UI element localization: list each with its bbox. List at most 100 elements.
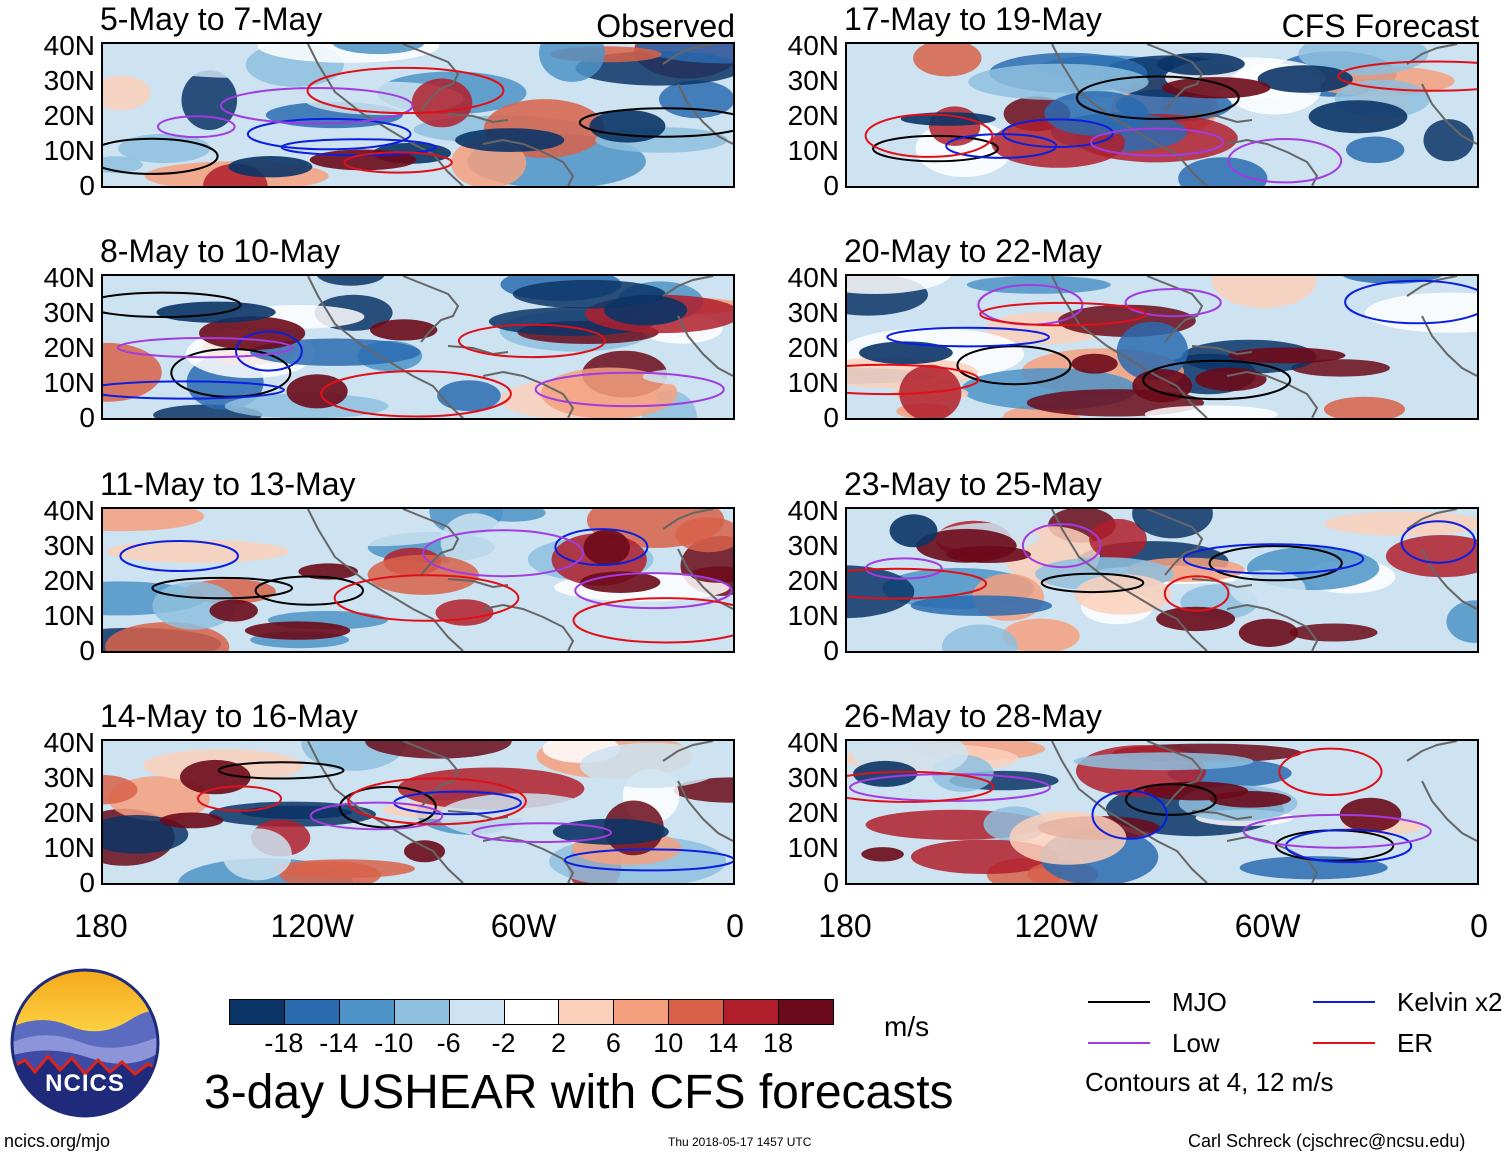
colorbar-swatch [558,999,615,1025]
contour-line [309,801,444,831]
colorbar-label: -2 [491,1028,516,1058]
panel-title: 11-May to 13-May [100,466,356,502]
lat-label: 40N [43,727,95,758]
contour-line [217,761,345,780]
lat-label: 30N [787,297,839,328]
lat-label: 10N [787,135,839,166]
colorbar-label: -10 [374,1028,414,1058]
lat-label: 0 [79,402,95,433]
contour-line [343,151,453,174]
colorbar-label: 14 [708,1028,739,1058]
contour-line [119,540,239,572]
lat-label: 30N [43,762,95,793]
colorbar-swatch [338,999,395,1025]
lat-label: 30N [787,65,839,96]
shear-map[interactable] [101,42,735,188]
contour-line [1075,75,1240,120]
shear-map[interactable] [101,507,735,653]
legend-label: ER [1397,1028,1434,1058]
legend-note: Contours at 4, 12 m/s [1085,1067,1334,1097]
contour-line [347,777,527,826]
footer-url[interactable]: ncics.org/mjo [4,1131,111,1151]
legend-line [1313,1001,1375,1003]
lat-label: 40N [787,727,839,758]
contour-line [197,785,282,812]
panel-title: 26-May to 28-May [844,698,1102,734]
contour-line [1091,790,1168,840]
shear-field [847,741,1477,883]
contour-line [333,574,520,622]
lat-label: 10N [43,367,95,398]
lat-label: 40N [43,30,95,61]
contour-line [1001,118,1114,148]
ncics-logo[interactable]: NCICS [10,968,160,1118]
lat-label: 10N [43,832,95,863]
lat-label: 0 [823,867,839,898]
footer-timestamp: Thu 2018-05-17 1457 UTC [668,1135,812,1149]
lat-label: 20N [43,100,95,131]
colorbar-label: -6 [436,1028,461,1058]
contour-line [572,597,733,644]
contour-line [1337,60,1477,92]
lat-label: 30N [43,65,95,96]
contour-line [1242,813,1432,849]
contour-line [471,822,613,843]
shear-map[interactable] [845,739,1479,885]
contour-line [457,323,606,359]
contour-line [117,337,293,359]
colorbar-swatch [503,999,560,1025]
contour-line [1125,783,1217,816]
lat-label: 20N [787,332,839,363]
lon-label: 60W [490,908,557,944]
lat-label: 10N [43,135,95,166]
colorbar-swatch [283,999,340,1025]
contour-line [235,330,303,372]
colorbar-label: 2 [550,1028,566,1058]
lat-label: 20N [787,565,839,596]
panel-title: 14-May to 16-May [100,698,358,734]
contour-line [847,770,995,803]
figure-title: 3-day USHEAR with CFS forecasts [204,1066,954,1119]
colorbar-unit: m/s [884,1011,930,1042]
shear-field [847,44,1477,186]
lat-label: 40N [787,495,839,526]
contour-line [1400,520,1476,564]
contour-line [157,115,236,139]
shear-map[interactable] [845,274,1479,420]
lon-label: 60W [1234,908,1301,944]
contour-line [103,380,285,400]
contour-line [534,371,725,408]
contour-line [254,575,365,606]
contour-line [886,326,1050,348]
lat-label: 0 [79,867,95,898]
shear-map[interactable] [845,507,1479,653]
contour-line [847,567,988,600]
shear-field [103,741,733,883]
colorbar-swatch [778,999,835,1025]
coastline [1051,509,1477,651]
colorbar-label: 18 [763,1028,794,1058]
lat-label: 30N [787,762,839,793]
colorbar-label: 6 [605,1028,621,1058]
lat-label: 20N [43,332,95,363]
shear-field [103,509,733,651]
contour-line [246,117,412,151]
contour-line [151,576,293,600]
contour-line [338,785,437,829]
panel-title: 17-May to 19-May [844,1,1102,37]
legend-line [1088,1001,1150,1003]
lat-label: 20N [43,797,95,828]
contour-line [422,529,585,578]
lat-label: 10N [787,600,839,631]
contour-line [554,528,649,566]
legend-label: Low [1172,1028,1220,1058]
shear-map[interactable] [101,739,735,885]
colorbar [229,999,835,1025]
shear-map[interactable] [845,42,1479,188]
shear-map[interactable] [101,274,735,420]
lat-label: 30N [43,297,95,328]
lon-label: 0 [726,908,744,944]
coastline [1051,276,1477,418]
lat-label: 20N [787,797,839,828]
contour-line [1208,545,1343,582]
